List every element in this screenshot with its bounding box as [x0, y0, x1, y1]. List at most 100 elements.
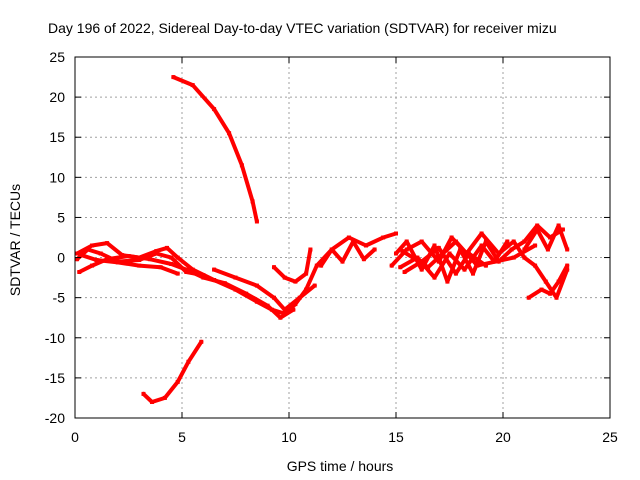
data-point — [265, 303, 270, 308]
data-point — [244, 291, 249, 296]
data-point — [548, 291, 553, 296]
data-point — [511, 239, 516, 244]
data-point — [415, 255, 420, 260]
data-point — [77, 270, 82, 274]
data-point — [147, 257, 152, 262]
y-tick-label: 15 — [49, 129, 65, 145]
plot-frame — [74, 56, 611, 419]
data-point — [381, 235, 386, 240]
data-point — [351, 239, 356, 244]
data-point — [212, 267, 217, 272]
data-point — [475, 263, 480, 268]
data-point — [90, 263, 95, 268]
data-point — [361, 257, 366, 262]
data-point — [346, 235, 351, 240]
data-point — [150, 400, 154, 404]
y-axis-label: SDTVAR / TECUs — [7, 184, 23, 296]
data-point — [436, 259, 441, 264]
x-tick-label: 5 — [178, 429, 186, 445]
data-point — [539, 287, 544, 292]
x-ticks: 0 5 10 15 20 25 — [71, 57, 618, 445]
data-track-track-9 — [141, 339, 204, 404]
data-point — [314, 263, 319, 268]
data-point — [533, 243, 538, 248]
data-point — [201, 275, 206, 280]
y-tick-label: -20 — [45, 410, 65, 426]
data-point — [340, 259, 345, 264]
chart-title: Day 196 of 2022, Sidereal Day-to-day VTE… — [48, 20, 557, 36]
data-point — [453, 271, 458, 276]
data-point — [389, 263, 394, 268]
data-point — [404, 239, 409, 244]
data-point — [402, 270, 407, 274]
data-point — [426, 265, 431, 270]
data-point — [554, 295, 559, 300]
data-point — [533, 263, 538, 268]
y-tick-label: -15 — [45, 370, 65, 386]
data-point — [233, 275, 238, 280]
data-point — [137, 258, 142, 262]
data-point — [404, 247, 409, 252]
data-point — [511, 255, 516, 260]
data-point — [154, 249, 159, 254]
data-point — [479, 243, 484, 248]
data-point — [447, 251, 452, 256]
data-point — [154, 251, 159, 256]
data-point — [432, 275, 437, 280]
y-tick-label: 20 — [49, 89, 65, 105]
x-tick-label: 15 — [388, 429, 404, 445]
y-tick-label: 25 — [49, 49, 65, 65]
data-point — [522, 239, 527, 244]
data-point — [304, 271, 309, 276]
y-tick-label: 0 — [57, 250, 65, 266]
data-point — [282, 275, 287, 280]
data-point — [239, 163, 244, 168]
data-tracks — [75, 75, 570, 404]
data-point — [75, 257, 80, 262]
data-point — [297, 295, 302, 300]
data-track-track-1 — [75, 231, 398, 316]
data-point — [227, 131, 232, 136]
data-point — [126, 254, 131, 258]
data-point — [545, 247, 550, 252]
data-point — [543, 279, 548, 284]
data-point — [449, 235, 454, 240]
data-track-track-11 — [389, 231, 570, 300]
y-tick-label: 10 — [49, 169, 65, 185]
x-tick-label: 25 — [602, 429, 618, 445]
data-point — [190, 83, 195, 88]
data-point — [282, 307, 287, 312]
data-point — [398, 265, 403, 270]
data-point — [212, 107, 217, 112]
data-point — [254, 219, 259, 224]
data-point — [115, 259, 120, 264]
data-point — [535, 223, 540, 228]
x-tick-label: 0 — [71, 429, 79, 445]
data-point — [293, 279, 298, 284]
y-ticks: -20 -15 -10 -5 0 5 10 15 20 25 — [45, 49, 610, 426]
grid — [75, 57, 610, 418]
data-point — [162, 395, 167, 400]
data-point — [432, 243, 437, 248]
data-point — [94, 258, 99, 262]
x-tick-label: 10 — [281, 429, 297, 445]
data-point — [184, 270, 189, 274]
data-point — [419, 267, 424, 272]
y-tick-label: 5 — [57, 209, 65, 225]
data-point — [254, 283, 259, 288]
data-point — [471, 271, 475, 276]
data-point — [169, 262, 174, 266]
data-point — [85, 247, 90, 252]
data-point — [250, 199, 255, 204]
data-point — [560, 227, 565, 232]
data-point — [453, 239, 458, 244]
data-point — [171, 75, 176, 80]
data-point — [556, 279, 561, 284]
x-tick-label: 20 — [495, 429, 511, 445]
data-point — [479, 231, 484, 236]
data-point — [329, 247, 334, 252]
data-point — [186, 359, 191, 364]
data-point — [462, 267, 467, 272]
data-point — [291, 307, 296, 312]
data-point — [169, 255, 174, 260]
